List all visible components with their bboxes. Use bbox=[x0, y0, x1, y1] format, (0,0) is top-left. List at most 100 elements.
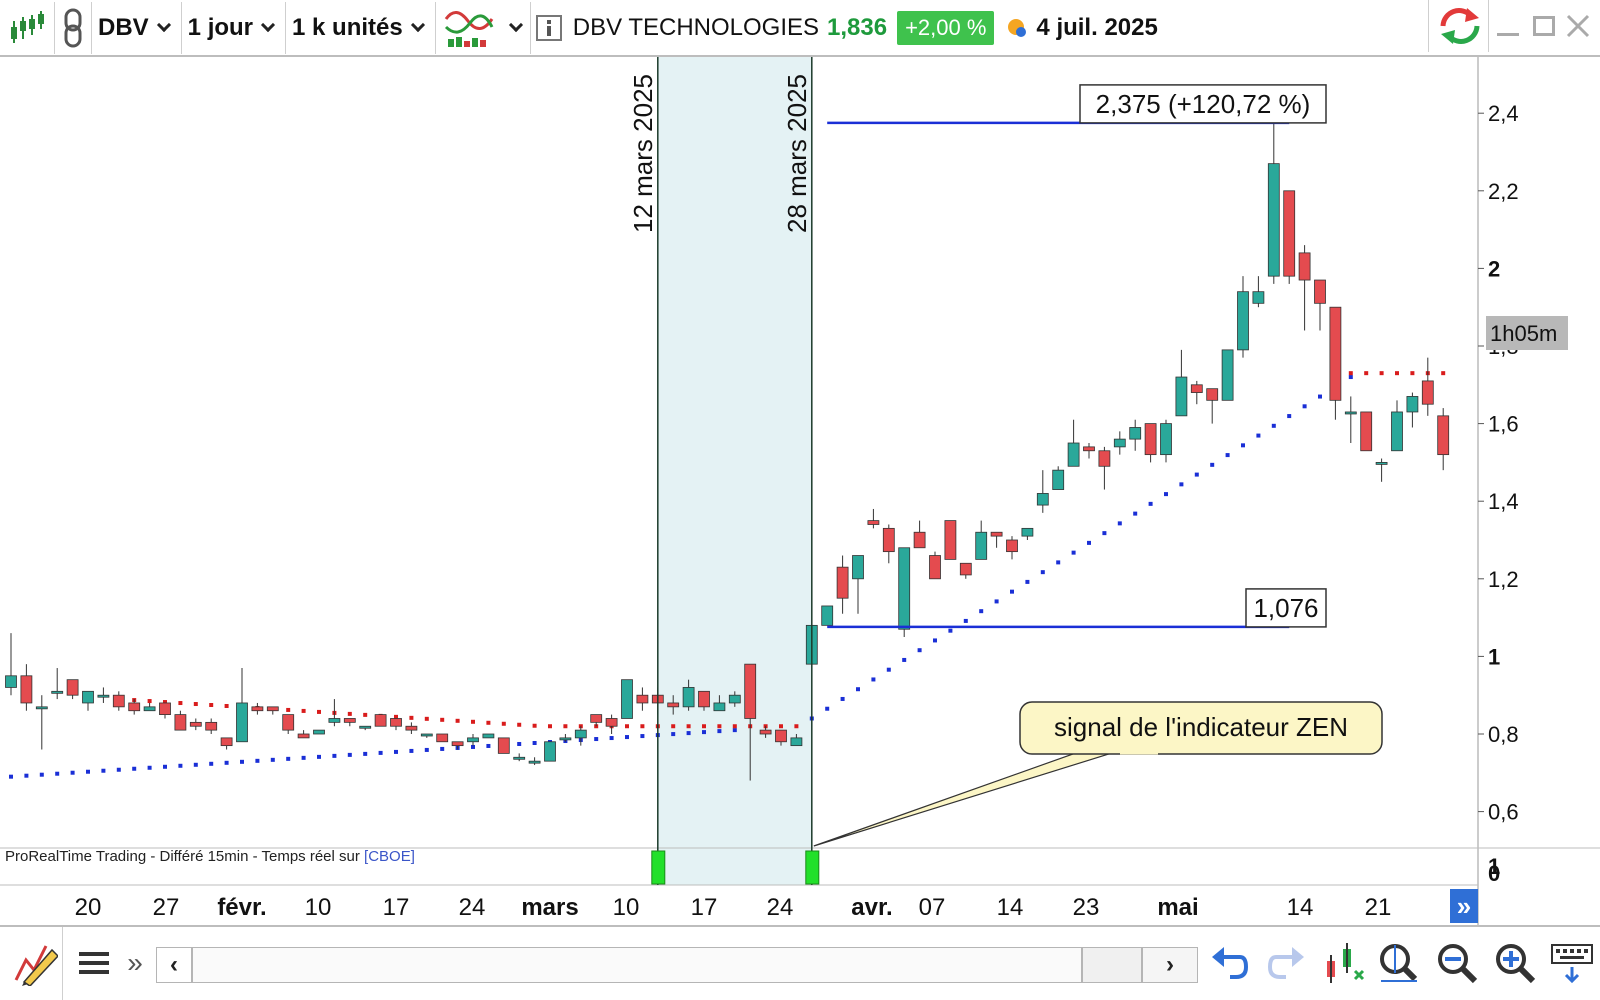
date-axis-label: 20 bbox=[75, 894, 102, 921]
trailing-stop-dot bbox=[1318, 394, 1322, 399]
indicators-menu-chevron[interactable] bbox=[502, 2, 530, 54]
zoom-out-icon[interactable] bbox=[1432, 939, 1482, 987]
scroll-left-button[interactable]: ‹ bbox=[156, 947, 192, 983]
date-axis-label: 23 bbox=[1073, 894, 1100, 921]
trailing-stop-dot bbox=[424, 716, 429, 721]
trailing-stop-dot bbox=[1102, 531, 1107, 536]
refresh-icon[interactable] bbox=[1434, 0, 1486, 52]
bottom-toolbar: » ‹ › bbox=[0, 925, 1600, 1000]
candle-body bbox=[112, 694, 125, 708]
price-axis-label: 2,2 bbox=[1488, 179, 1519, 204]
keyboard-icon[interactable] bbox=[1548, 939, 1596, 987]
trailing-stop-dot bbox=[224, 703, 229, 708]
undo-icon[interactable] bbox=[1208, 939, 1252, 987]
trailing-stop-dot bbox=[363, 751, 368, 756]
trailing-stop-dot bbox=[686, 731, 691, 736]
zoom-fit-icon[interactable] bbox=[1374, 939, 1424, 987]
menu-icon[interactable] bbox=[74, 939, 114, 987]
trailing-stop-dot bbox=[702, 724, 706, 729]
candle-body bbox=[143, 706, 156, 712]
redo-icon[interactable] bbox=[1264, 939, 1308, 987]
data-source-text: ProRealTime Trading - Différé 15min - Te… bbox=[5, 848, 360, 865]
link-icon[interactable] bbox=[55, 2, 91, 54]
trailing-stop-dot bbox=[640, 724, 645, 729]
quote-date: 4 juil. 2025 bbox=[1036, 13, 1158, 41]
scrollbar-track[interactable] bbox=[192, 947, 1082, 983]
trailing-stop-dot bbox=[101, 768, 106, 773]
trailing-stop-dot bbox=[1302, 404, 1307, 409]
candle-zoom-icon[interactable] bbox=[1318, 939, 1368, 987]
units-dropdown[interactable]: 1 k unités bbox=[286, 2, 435, 54]
trailing-stop-dot bbox=[193, 702, 198, 707]
candle-body bbox=[1206, 388, 1219, 401]
drawing-pencil-icon[interactable] bbox=[10, 939, 60, 987]
candle-body bbox=[1329, 306, 1342, 401]
candle-body bbox=[574, 729, 587, 739]
trailing-stop-dot bbox=[1271, 423, 1276, 428]
date-axis-label: 14 bbox=[1287, 894, 1314, 921]
indicators-icon[interactable] bbox=[436, 2, 502, 54]
trailing-stop-dot bbox=[779, 724, 783, 729]
candle-body bbox=[390, 718, 402, 727]
scroll-right-button[interactable]: › bbox=[1142, 947, 1198, 983]
trailing-stop-dot bbox=[178, 701, 183, 706]
candle-body bbox=[882, 527, 895, 553]
trailing-stop-dot bbox=[255, 758, 260, 763]
zoom-in-icon[interactable] bbox=[1490, 939, 1540, 987]
candle-body bbox=[451, 741, 464, 747]
candle-body bbox=[82, 690, 94, 704]
candle-body bbox=[667, 702, 680, 708]
symbol-label: DBV bbox=[98, 13, 149, 41]
price-axis-label: 0,8 bbox=[1488, 722, 1519, 747]
timeframe-dropdown[interactable]: 1 jour bbox=[182, 2, 285, 54]
candle-body bbox=[898, 547, 911, 630]
candle-body bbox=[1252, 291, 1265, 304]
expand-double-chevron-icon[interactable]: » bbox=[127, 947, 143, 978]
trailing-stop-dot bbox=[732, 724, 737, 729]
candle-body bbox=[343, 718, 356, 723]
double-chevron-right-icon[interactable]: » bbox=[1457, 891, 1471, 921]
candle-body bbox=[467, 737, 479, 743]
close-icon[interactable] bbox=[1562, 0, 1594, 52]
trailing-stop-dot bbox=[1117, 521, 1122, 526]
candle-body bbox=[20, 675, 33, 704]
high-label-box bbox=[1079, 84, 1327, 124]
trailing-stop-dot bbox=[147, 699, 152, 704]
trailing-stop-dot bbox=[1056, 560, 1061, 565]
price-axis-label: 2,4 bbox=[1488, 101, 1519, 126]
trailing-stop-dot bbox=[1025, 579, 1030, 584]
minimize-icon[interactable] bbox=[1492, 0, 1524, 52]
candle-body bbox=[1375, 461, 1388, 465]
candle-body bbox=[1083, 446, 1095, 452]
candle-body bbox=[374, 714, 387, 727]
market-status-icon bbox=[1006, 17, 1028, 39]
last-price: 1,836 bbox=[827, 13, 888, 41]
trailing-stop-dot bbox=[1410, 371, 1415, 376]
price-chart[interactable]: 12 mars 2025 28 mars 2025 2,375 (+120,72 %… bbox=[0, 57, 1600, 925]
candle-body bbox=[251, 706, 264, 712]
info-icon[interactable] bbox=[531, 2, 567, 54]
trailing-stop-dot bbox=[116, 767, 121, 772]
trailing-stop-dot bbox=[948, 628, 953, 633]
symbol-dropdown[interactable]: DBV bbox=[92, 2, 181, 54]
trailing-stop-dot bbox=[532, 740, 537, 745]
candlestick-chart-icon[interactable] bbox=[0, 2, 54, 54]
candle-body bbox=[1098, 450, 1111, 467]
trailing-stop-dot bbox=[424, 747, 429, 752]
trailing-stop-dot bbox=[1256, 433, 1261, 438]
candle-body bbox=[605, 718, 618, 727]
scroll-to-end-button[interactable] bbox=[1450, 889, 1478, 923]
instrument-name: DBV TECHNOLOGIES bbox=[572, 13, 820, 41]
date-axis-label: 24 bbox=[459, 894, 486, 921]
candle-body bbox=[929, 555, 941, 580]
zen-signal-bar bbox=[805, 850, 820, 885]
date-axis-label: févr. bbox=[217, 894, 266, 921]
price-axis-label: 1,2 bbox=[1488, 567, 1519, 592]
maximize-icon[interactable] bbox=[1528, 0, 1560, 52]
trailing-stop-dot bbox=[1241, 443, 1245, 448]
chevron-down-icon bbox=[156, 17, 171, 32]
candle-body bbox=[205, 721, 218, 731]
scrollbar-thumb[interactable] bbox=[1082, 947, 1142, 983]
cboe-link[interactable]: [CBOE] bbox=[364, 848, 415, 865]
price-axis-label: 0,6 bbox=[1488, 800, 1519, 825]
